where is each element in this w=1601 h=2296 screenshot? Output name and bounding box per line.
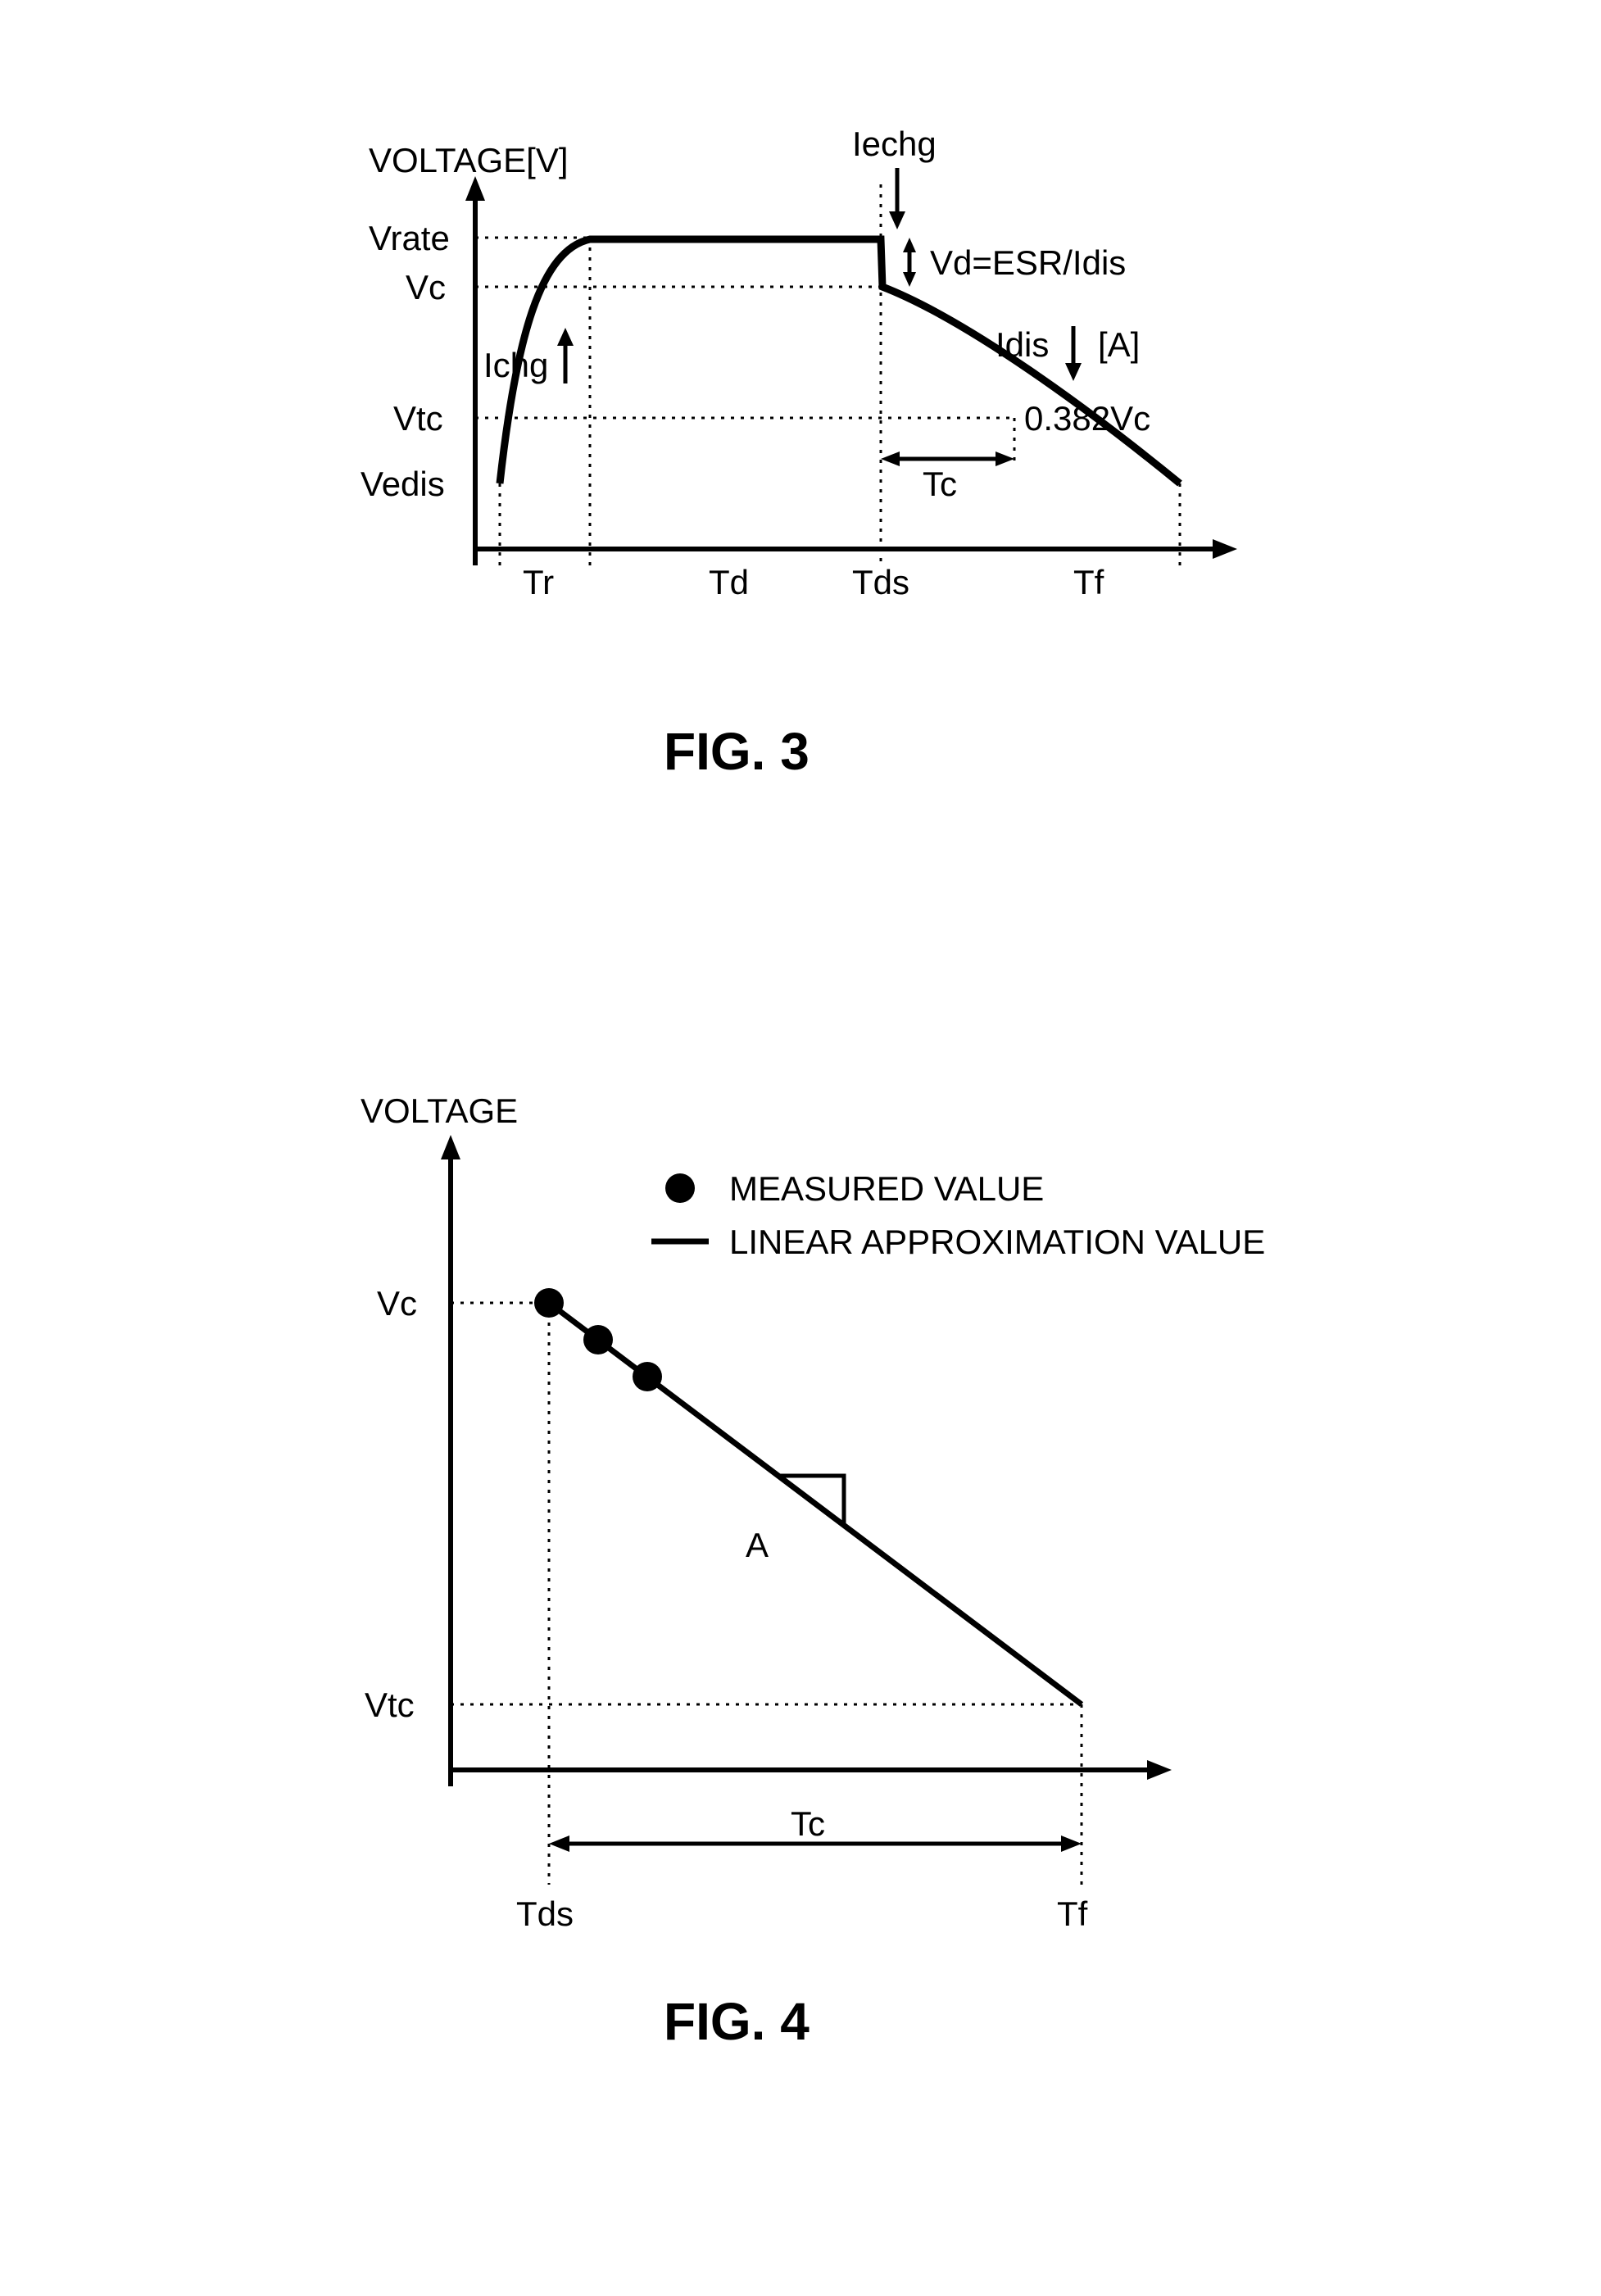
fig4-linear-line [549, 1303, 1082, 1704]
fig3-ytick-vedis: Vedis [361, 465, 445, 503]
fig4-y-axis-label: VOLTAGE [361, 1091, 518, 1130]
fig3-label-iechg: Iechg [852, 125, 937, 163]
fig3-tc-arrowhead-left [881, 451, 900, 466]
fig3-y-axis-label: VOLTAGE[V] [369, 141, 569, 179]
fig4-svg: VOLTAGE MEASURED VALUE LINEAR APPROXIMAT… [221, 1057, 1450, 1958]
fig4-marker-3 [633, 1362, 662, 1391]
fig3-ytick-vrate: Vrate [369, 219, 450, 257]
fig4-xtick-tf: Tf [1057, 1894, 1088, 1933]
fig3-label-idis: Idis [996, 325, 1049, 364]
fig3-iechg-arrowhead [889, 211, 905, 229]
fig4-legend-linear: LINEAR APPROXIMATION VALUE [729, 1223, 1265, 1261]
fig3-xtick-tr: Tr [523, 563, 554, 601]
figure-4: VOLTAGE MEASURED VALUE LINEAR APPROXIMAT… [221, 1057, 1450, 1958]
fig4-marker-1 [534, 1288, 564, 1318]
fig3-plot-group: VOLTAGE[V] Vrate Vc Vtc Vedis [361, 125, 1237, 601]
fig4-plot-group: VOLTAGE MEASURED VALUE LINEAR APPROXIMAT… [361, 1091, 1265, 1933]
fig3-ytick-vc: Vc [406, 268, 446, 306]
fig4-x-axis-arrowhead [1147, 1760, 1172, 1780]
fig4-legend-measured: MEASURED VALUE [729, 1169, 1044, 1208]
fig3-vd-arrowhead-up [903, 238, 916, 252]
fig3-caption: FIG. 3 [664, 721, 810, 782]
fig3-xtick-tf: Tf [1073, 563, 1104, 601]
fig3-label-ichg: Ichg [483, 346, 548, 384]
fig4-tc-arrowhead-right [1061, 1835, 1082, 1852]
figure-3: VOLTAGE[V] Vrate Vc Vtc Vedis [262, 107, 1327, 697]
fig3-label-vd: Vd=ESR/Idis [930, 243, 1126, 282]
fig4-legend-marker-icon [665, 1173, 695, 1203]
fig3-idis-arrowhead [1065, 363, 1082, 381]
fig3-x-axis-arrowhead [1213, 539, 1237, 559]
fig4-tc-arrowhead-left [549, 1835, 569, 1852]
fig3-xtick-tds: Tds [852, 563, 909, 601]
fig3-label-tc: Tc [923, 465, 957, 503]
fig4-marker-2 [583, 1325, 613, 1354]
fig4-ytick-vc: Vc [377, 1284, 417, 1323]
fig3-ytick-vtc: Vtc [393, 399, 443, 438]
fig4-label-a: A [746, 1526, 769, 1564]
fig4-y-axis-arrowhead [441, 1135, 460, 1159]
fig3-y-axis-arrowhead [465, 176, 485, 201]
fig3-xtick-td: Td [709, 563, 749, 601]
fig3-svg: VOLTAGE[V] Vrate Vc Vtc Vedis [262, 107, 1327, 697]
fig4-xtick-tds: Tds [516, 1894, 574, 1933]
fig4-ytick-vtc: Vtc [365, 1686, 415, 1724]
fig3-ichg-arrowhead [557, 328, 574, 346]
fig3-vd-arrowhead-down [903, 272, 916, 287]
fig3-label-0382vc: 0.382Vc [1024, 399, 1150, 438]
fig3-tc-arrowhead-right [996, 451, 1014, 466]
fig3-label-a-unit: [A] [1098, 325, 1140, 364]
fig4-label-tc: Tc [791, 1804, 825, 1843]
fig4-caption: FIG. 4 [664, 1991, 810, 2052]
page: VOLTAGE[V] Vrate Vc Vtc Vedis [0, 0, 1601, 2296]
